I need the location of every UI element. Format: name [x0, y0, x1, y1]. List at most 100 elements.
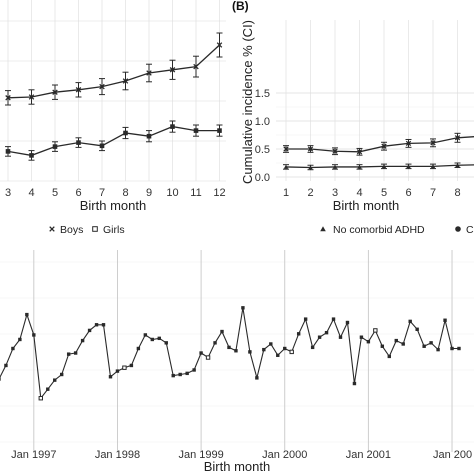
panel-a-lines — [7, 44, 220, 157]
panel-c-point — [32, 333, 36, 337]
panel-a-point — [122, 78, 129, 84]
panel-a-point-stroke-2 — [75, 87, 82, 93]
panel-c-x-tick-label: Jan 1999 — [178, 449, 223, 461]
panel-a-x-axis-title: Birth month — [80, 198, 146, 213]
panel-b-point — [307, 146, 314, 152]
panel-b-point — [406, 164, 411, 169]
panel-b-point — [405, 140, 412, 147]
panel-a-point — [169, 67, 176, 73]
panel-a-x-tick-label: 4 — [28, 187, 34, 199]
panel-b-markers — [283, 135, 461, 170]
panel-a-x-ticks: 3 4 5 6 7 8 9 10 11 12 — [5, 187, 226, 199]
panel-a-series-line-1 — [7, 125, 220, 157]
panel-a-point — [216, 42, 223, 48]
panel-c-point — [303, 317, 308, 321]
panel-c-point — [53, 378, 57, 382]
panel-a-legend: Boys Girls — [49, 224, 125, 236]
panel-a-point — [5, 149, 11, 154]
panel-a-point-stroke-2 — [122, 78, 129, 84]
panel-c-point — [18, 337, 22, 342]
panel-c-point — [87, 328, 92, 333]
panel-a-point — [193, 128, 199, 133]
panel-b-point-stroke-2 — [430, 140, 436, 146]
panel-c-point — [415, 327, 419, 331]
panel-c-point — [359, 335, 364, 339]
panel-b-x-tick-label: 7 — [430, 187, 436, 199]
panel-a-point — [28, 94, 35, 100]
panel-a-point-stroke-2 — [28, 94, 35, 100]
panel-b-point-stroke-2 — [356, 149, 363, 155]
panel-c-point — [338, 335, 343, 339]
panel-b-x-tick-label: 8 — [454, 187, 460, 199]
panel-a-point — [52, 144, 58, 149]
panel-c-point — [436, 347, 440, 352]
panel-c-x-tick-label: Jan 2000 — [262, 449, 307, 461]
panel-b-point — [356, 149, 363, 155]
panel-b-point-stroke-2 — [332, 148, 338, 154]
panel-b-y-tick-label: 1.0 — [255, 116, 270, 128]
panel-c-x-tick-label: Jan 1997 — [11, 449, 56, 461]
panel-c-point — [185, 371, 189, 376]
panel-c-point — [94, 323, 99, 327]
panel-c-point — [276, 353, 280, 357]
panel-b-point — [283, 146, 289, 152]
panel-b-point — [430, 140, 436, 146]
panel-c-point — [373, 328, 378, 333]
panel-a-point — [29, 153, 34, 158]
panel-a-x-tick-label: 3 — [5, 187, 11, 199]
panel-a-point — [170, 124, 175, 129]
panel-a-point — [75, 87, 82, 93]
panel-c-point — [324, 330, 329, 335]
panel-a-point — [76, 140, 81, 145]
panel-b-point — [454, 135, 461, 141]
panel-b-legend-marker-no-adhd — [320, 226, 326, 232]
panel-a-x-tick-label: 5 — [52, 187, 58, 199]
panel-a-x-tick-label: 10 — [166, 187, 178, 199]
panel-a-point-stroke-2 — [146, 70, 152, 76]
panel-c-point — [450, 346, 454, 351]
panel-c-point — [4, 363, 8, 368]
panel-b-series-line-1 — [285, 164, 474, 169]
panel-c-point — [157, 336, 161, 341]
panel-c-point — [262, 347, 266, 352]
panel-a-legend-marker-boys-stroke-2 — [49, 226, 55, 232]
panel-b: (B) 0.00.51.01.5 123456789 Cumulative in… — [232, 0, 474, 236]
panel-c-point — [380, 344, 385, 348]
panel-c-point — [25, 312, 29, 317]
panel-c-point — [296, 332, 301, 336]
panel-c-point — [310, 345, 315, 350]
panel-a-x-tick-label: 8 — [122, 187, 128, 199]
panel-c-point — [269, 342, 273, 346]
panel-a-x-tick-label: 11 — [190, 187, 201, 199]
panel-b-point — [332, 148, 338, 154]
panel-c-point — [122, 365, 127, 370]
panel-a-point-stroke-2 — [169, 67, 176, 73]
panel-b-legend-label-no-adhd: No comorbid ADHD — [333, 224, 425, 236]
panel-c-x-tick-label: Jan 200 — [433, 449, 472, 461]
panel-c-point — [387, 354, 391, 359]
panel-c-point — [171, 373, 175, 378]
panel-b-point — [430, 164, 436, 169]
panel-a-point — [217, 128, 222, 133]
panel-a-legend-label-girls: Girls — [103, 224, 125, 236]
panel-b-point — [308, 165, 313, 170]
panel-c-point — [205, 355, 211, 360]
panel-c-point — [108, 375, 113, 379]
panel-c-point — [366, 340, 371, 344]
panel-c-point — [192, 368, 196, 372]
panel-a: 3 4 5 6 7 8 9 10 11 12 Birth month Boys Girls — [0, 0, 226, 236]
panel-a-legend-label-boys: Boys — [60, 224, 83, 236]
panel-b-tag: (B) — [232, 0, 249, 13]
panel-a-point — [146, 70, 152, 76]
panel-b-point — [381, 143, 387, 149]
panel-a-point-stroke-2 — [99, 83, 105, 90]
panel-b-x-tick-label: 2 — [307, 187, 313, 199]
panel-a-x-tick-label: 9 — [146, 187, 152, 199]
panel-b-gridlines — [276, 20, 474, 181]
panel-b-y-tick-label: 1.5 — [255, 88, 270, 100]
panel-b-x-tick-label: 3 — [332, 187, 338, 199]
panel-a-x-tick-label: 6 — [75, 187, 81, 199]
panel-c-point — [457, 346, 461, 351]
panel-a-series-line-0 — [7, 44, 220, 99]
panel-c-point — [38, 396, 43, 401]
